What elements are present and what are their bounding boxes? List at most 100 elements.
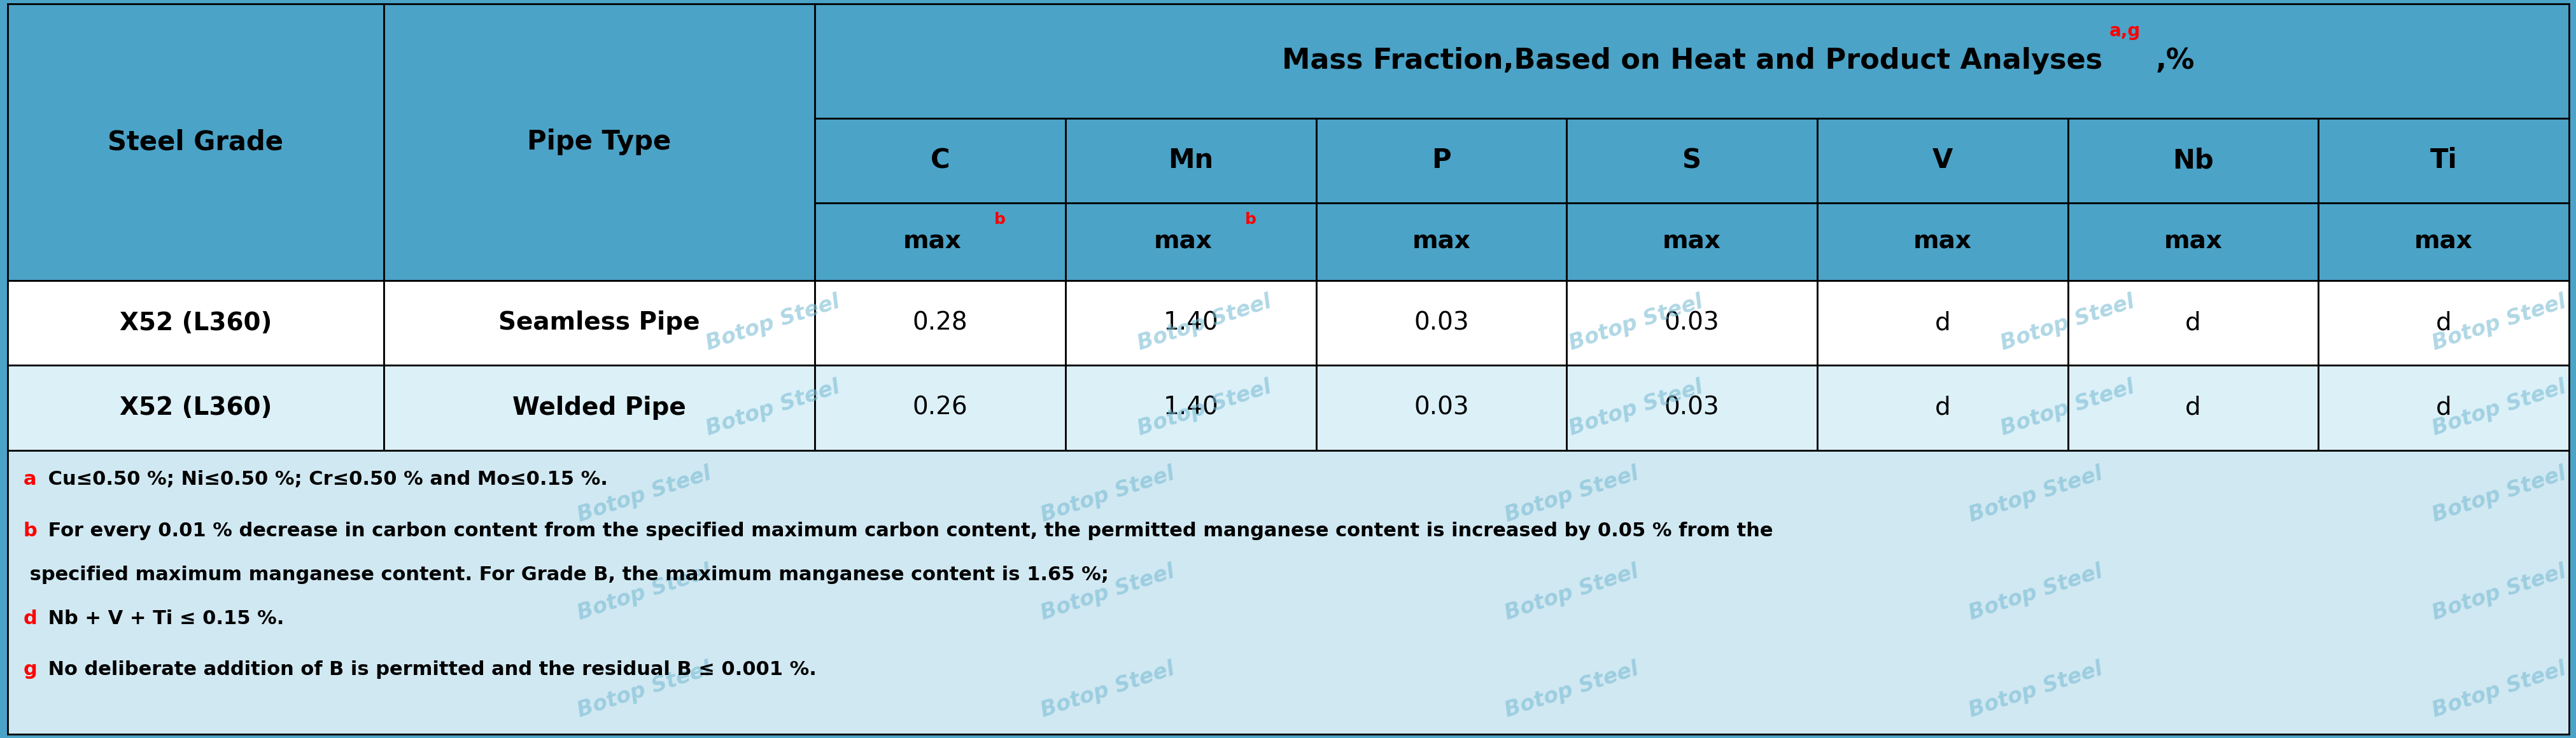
Text: Ti: Ti — [2429, 147, 2458, 174]
Bar — [2069, 365, 2318, 450]
Text: S: S — [1682, 147, 1700, 174]
Bar — [1066, 203, 1316, 280]
Text: Nb: Nb — [2172, 147, 2213, 174]
Bar — [814, 4, 2568, 118]
Bar — [1566, 203, 1816, 280]
Text: d: d — [2184, 396, 2200, 420]
Bar — [1816, 203, 2069, 280]
Text: P: P — [1432, 147, 1450, 174]
Bar — [1816, 280, 2069, 365]
Text: V: V — [1932, 147, 1953, 174]
Text: 0.03: 0.03 — [1414, 311, 1468, 335]
Bar — [384, 280, 814, 365]
Text: ,%: ,% — [2156, 47, 2195, 75]
Text: max: max — [1662, 230, 1721, 254]
Text: 1.40: 1.40 — [1162, 396, 1218, 420]
Text: d: d — [1935, 311, 1950, 335]
Text: a,g: a,g — [2110, 22, 2141, 40]
Text: max: max — [2414, 230, 2473, 254]
Text: Steel Grade: Steel Grade — [108, 128, 283, 156]
Text: max: max — [904, 230, 961, 254]
Bar — [2318, 118, 2568, 203]
Text: Botop Steel: Botop Steel — [1965, 463, 2105, 526]
Bar — [1566, 365, 1816, 450]
Text: Botop Steel: Botop Steel — [2429, 292, 2568, 354]
Text: Botop Steel: Botop Steel — [1502, 561, 1641, 624]
Bar — [1316, 365, 1566, 450]
Text: Botop Steel: Botop Steel — [1965, 658, 2105, 722]
Bar — [1316, 118, 1566, 203]
Text: Nb + V + Ti ≤ 0.15 %.: Nb + V + Ti ≤ 0.15 %. — [41, 610, 283, 628]
Bar — [1316, 203, 1566, 280]
Bar — [2069, 280, 2318, 365]
Bar — [814, 280, 1066, 365]
Text: Botop Steel: Botop Steel — [574, 658, 714, 722]
Bar — [1066, 118, 1316, 203]
Text: Botop Steel: Botop Steel — [2429, 463, 2568, 526]
Bar — [814, 118, 1066, 203]
Text: Botop Steel: Botop Steel — [2429, 376, 2568, 439]
Text: C: C — [930, 147, 951, 174]
Text: Mass Fraction,Based on Heat and Product Analyses: Mass Fraction,Based on Heat and Product … — [1280, 47, 2102, 75]
Bar — [1066, 365, 1316, 450]
Bar — [1816, 365, 2069, 450]
Text: Botop Steel: Botop Steel — [2429, 561, 2568, 624]
Bar — [1066, 280, 1316, 365]
Text: d: d — [23, 610, 36, 628]
Text: Seamless Pipe: Seamless Pipe — [497, 311, 701, 335]
Bar — [1566, 280, 1816, 365]
Bar — [1566, 118, 1816, 203]
Text: Cu≤0.50 %; Ni≤0.50 %; Cr≤0.50 % and Mo≤0.15 %.: Cu≤0.50 %; Ni≤0.50 %; Cr≤0.50 % and Mo≤0… — [41, 471, 608, 489]
Bar — [2318, 365, 2568, 450]
Bar — [1816, 118, 2069, 203]
Text: Botop Steel: Botop Steel — [1038, 561, 1177, 624]
Bar — [2318, 203, 2568, 280]
Text: Botop Steel: Botop Steel — [1133, 376, 1275, 439]
Bar — [384, 4, 814, 280]
Bar — [8, 365, 384, 450]
Text: max: max — [2164, 230, 2221, 254]
Text: b: b — [994, 212, 1005, 227]
Text: Botop Steel: Botop Steel — [574, 561, 714, 624]
Bar — [8, 280, 384, 365]
Bar — [384, 365, 814, 450]
Text: Botop Steel: Botop Steel — [1038, 463, 1177, 526]
Bar — [8, 450, 2568, 734]
Text: Botop Steel: Botop Steel — [574, 463, 714, 526]
Bar — [8, 4, 384, 280]
Text: 1.40: 1.40 — [1162, 311, 1218, 335]
Text: Botop Steel: Botop Steel — [1502, 658, 1641, 722]
Text: Botop Steel: Botop Steel — [2429, 658, 2568, 722]
Text: No deliberate addition of B is permitted and the residual B ≤ 0.001 %.: No deliberate addition of B is permitted… — [41, 661, 817, 679]
Text: Botop Steel: Botop Steel — [1965, 561, 2105, 624]
Text: Botop Steel: Botop Steel — [1996, 292, 2138, 354]
Text: 0.03: 0.03 — [1664, 396, 1718, 420]
Text: specified maximum manganese content. For Grade B, the maximum manganese content : specified maximum manganese content. For… — [23, 565, 1108, 584]
Bar — [814, 365, 1066, 450]
Text: For every 0.01 % decrease in carbon content from the specified maximum carbon co: For every 0.01 % decrease in carbon cont… — [41, 521, 1772, 540]
Text: Welded Pipe: Welded Pipe — [513, 396, 685, 420]
Text: Botop Steel: Botop Steel — [1996, 376, 2138, 439]
Text: d: d — [1935, 396, 1950, 420]
Bar — [2069, 203, 2318, 280]
Text: Botop Steel: Botop Steel — [1566, 376, 1705, 439]
Text: d: d — [2434, 311, 2450, 335]
Text: Botop Steel: Botop Steel — [1502, 463, 1641, 526]
Text: b: b — [1244, 212, 1257, 227]
Text: Pipe Type: Pipe Type — [528, 128, 672, 156]
Bar — [2069, 118, 2318, 203]
Bar — [1316, 280, 1566, 365]
Text: a: a — [23, 471, 36, 489]
Text: Mn: Mn — [1167, 147, 1213, 174]
Text: d: d — [2434, 396, 2450, 420]
Text: g: g — [23, 661, 36, 679]
Text: X52 (L360): X52 (L360) — [118, 396, 270, 420]
Text: 0.03: 0.03 — [1414, 396, 1468, 420]
Text: b: b — [23, 521, 36, 540]
Text: 0.03: 0.03 — [1664, 311, 1718, 335]
Bar — [814, 203, 1066, 280]
Text: Botop Steel: Botop Steel — [703, 292, 842, 354]
Text: 0.28: 0.28 — [912, 311, 969, 335]
Text: X52 (L360): X52 (L360) — [118, 311, 270, 335]
Text: Botop Steel: Botop Steel — [703, 376, 842, 439]
